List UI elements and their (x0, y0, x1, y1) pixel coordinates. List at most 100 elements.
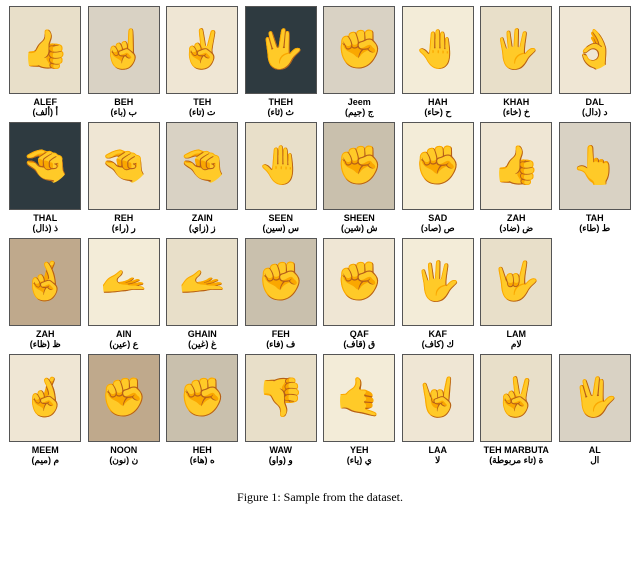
hand-icon: 🤞 (22, 263, 69, 301)
sample-cell: 🤚HAHح (حاء) (401, 6, 476, 118)
sample-cell: ✊FEHف (فاء) (244, 238, 319, 350)
label-ar: د (دال) (582, 107, 608, 118)
label-en: LAM (507, 329, 527, 339)
hand-icon: ☝ (100, 31, 147, 69)
sample-cell: 🫴AINع (عين) (87, 238, 162, 350)
label-en: WAW (270, 445, 293, 455)
hand-icon: 🤏 (22, 147, 69, 185)
sample-cell: ☝ BEHب (باء) (87, 6, 162, 118)
label-en: ZAIN (192, 213, 213, 223)
sample-thumb: ✊ (166, 354, 238, 442)
sample-cell: 🤏REHر (راء) (87, 122, 162, 234)
sample-cell: 🤞ZAHظ (ظاء) (8, 238, 83, 350)
sample-cell: ✊QAFق (قاف) (322, 238, 397, 350)
label-en: AIN (116, 329, 132, 339)
sample-thumb: 🤚 (245, 122, 317, 210)
sample-cell: 🖐KAFك (كاف) (401, 238, 476, 350)
hand-icon: 🤚 (414, 31, 461, 69)
hand-icon: ✊ (336, 147, 383, 185)
sample-thumb: 👆 (559, 122, 631, 210)
hand-icon: ✊ (257, 263, 304, 301)
label-ar: ه (هاء) (190, 455, 215, 466)
sample-thumb: 🖖 (559, 354, 631, 442)
hand-icon: ✌ (493, 379, 540, 417)
label-ar: غ (غين) (188, 339, 216, 350)
sample-cell: 🤙 YEHي (ياء) (322, 354, 397, 466)
sample-thumb: 🤟 (480, 238, 552, 326)
hand-icon: 🤙 (336, 379, 383, 417)
hand-icon: ✌ (179, 31, 226, 69)
hand-icon: 🤏 (179, 147, 226, 185)
hand-icon: 🤞 (22, 379, 69, 417)
sample-thumb: ✊ (245, 238, 317, 326)
label-ar: ش (شين) (341, 223, 378, 234)
sample-thumb: 🤞 (9, 354, 81, 442)
sample-cell: ✊NOONن (نون) (87, 354, 162, 466)
sample-cell: 👍ALEFأ (ألف) (8, 6, 83, 118)
sample-cell: 🤏 ZAINز (زاي) (165, 122, 240, 234)
hand-icon: 🤟 (493, 263, 540, 301)
sample-cell: ✊Jeemج (جيم) (322, 6, 397, 118)
sample-thumb: 👎 (245, 354, 317, 442)
label-ar: ص (صاد) (421, 223, 455, 234)
label-en: TEH (193, 97, 211, 107)
label-en: YEH (350, 445, 369, 455)
label-ar: ز (زاي) (189, 223, 216, 234)
sample-thumb: ✊ (88, 354, 160, 442)
hand-icon: 👌 (571, 31, 618, 69)
hand-icon: 🖖 (257, 31, 304, 69)
sample-thumb: 🤏 (166, 122, 238, 210)
hand-icon: 🤚 (257, 147, 304, 185)
dataset-sample-grid: 👍ALEFأ (ألف)☝BEHب (باء)✌TEHت (تاء)🖖THEHث… (8, 6, 632, 466)
label-en: HEH (193, 445, 212, 455)
hand-icon: ✊ (336, 31, 383, 69)
label-ar: ف (فاء) (266, 339, 295, 350)
label-ar: ب (باء) (111, 107, 137, 118)
label-en: ZAH (36, 329, 55, 339)
label-ar: ال (590, 455, 599, 466)
label-en: THAL (33, 213, 57, 223)
sample-cell: 🤘 LAAلا (401, 354, 476, 466)
label-en: GHAIN (188, 329, 217, 339)
label-en: SEEN (268, 213, 293, 223)
label-en: TEH MARBUTA (484, 445, 549, 455)
sample-thumb: ✊ (402, 122, 474, 210)
label-en: SHEEN (344, 213, 375, 223)
sample-thumb: ✌ (166, 6, 238, 94)
sample-cell: 🖐KHAHخ (خاء) (479, 6, 554, 118)
label-ar: ي (ياء) (347, 455, 372, 466)
label-en: BEH (114, 97, 133, 107)
sample-thumb: 👍 (480, 122, 552, 210)
label-en: THEH (269, 97, 294, 107)
label-ar: و (واو) (269, 455, 293, 466)
sample-cell: ✌TEHت (تاء) (165, 6, 240, 118)
hand-icon: 🖖 (571, 379, 618, 417)
sample-thumb: 🖖 (245, 6, 317, 94)
hand-icon: 🖐 (493, 31, 540, 69)
sample-thumb: 🖐 (402, 238, 474, 326)
label-en: SAD (428, 213, 447, 223)
sample-thumb: ✌ (480, 354, 552, 442)
sample-cell: 🤏THALذ (ذال) (8, 122, 83, 234)
sample-thumb: ✊ (323, 238, 395, 326)
sample-cell: 🤞MEEMم (ميم) (8, 354, 83, 466)
sample-cell: ✊ SADص (صاد) (401, 122, 476, 234)
label-ar: لام (511, 339, 522, 350)
sample-thumb: ✊ (323, 6, 395, 94)
sample-thumb: 🫴 (88, 238, 160, 326)
label-ar: أ (ألف) (32, 107, 58, 118)
hand-icon: 🤏 (100, 147, 147, 185)
label-en: LAA (429, 445, 448, 455)
sample-cell: 👌DALد (دال) (558, 6, 633, 118)
sample-thumb: 🤚 (402, 6, 474, 94)
sample-cell: 🖖THEHث (ثاء) (244, 6, 319, 118)
figure-caption: Figure 1: Sample from the dataset. (8, 490, 632, 505)
label-en: KHAH (503, 97, 529, 107)
sample-thumb: 🤘 (402, 354, 474, 442)
label-en: ZAH (507, 213, 526, 223)
sample-thumb: 🤏 (9, 122, 81, 210)
sample-cell: ✊ SHEENش (شين) (322, 122, 397, 234)
label-ar: لا (435, 455, 440, 466)
hand-icon: ✊ (179, 379, 226, 417)
label-ar: ج (جيم) (345, 107, 374, 118)
